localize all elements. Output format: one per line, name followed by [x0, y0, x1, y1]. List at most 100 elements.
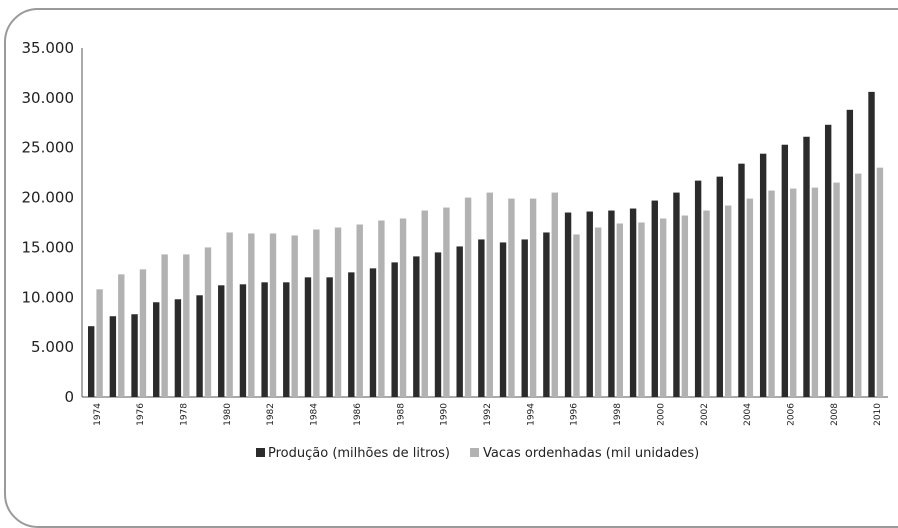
bar-vacas-1982	[269, 233, 277, 397]
x-tick-label: 1992	[483, 403, 493, 426]
bar-vacas-1991	[464, 197, 472, 397]
bar-vacas-1998	[616, 223, 624, 397]
bar-vacas-1976	[139, 269, 147, 397]
y-tick-label: 15.000	[22, 238, 75, 256]
x-tick-label: 1996	[570, 403, 580, 426]
x-tick-label: 2008	[830, 403, 840, 426]
x-tick-label: 1976	[136, 403, 146, 426]
bar-producao-1994	[521, 239, 528, 397]
bar-vacas-1985	[334, 227, 342, 397]
bar-producao-2005	[759, 153, 767, 397]
bar-producao-1982	[261, 282, 268, 397]
bar-producao-1990	[434, 252, 442, 397]
bar-producao-2000	[651, 200, 658, 397]
bar-producao-1984	[304, 277, 312, 397]
bar-vacas-1990	[443, 207, 450, 397]
bar-vacas-2009	[855, 173, 862, 397]
bar-producao-1996	[564, 212, 572, 397]
bar-vacas-2003	[724, 205, 732, 397]
x-tick-label: 1978	[180, 403, 190, 426]
bar-producao-2003	[716, 176, 723, 397]
bar-vacas-1986	[356, 224, 363, 397]
bar-vacas-1992	[486, 192, 493, 397]
bar-vacas-2001	[681, 215, 689, 397]
bar-producao-1977	[153, 302, 160, 397]
bar-vacas-2000	[659, 218, 667, 397]
legend-swatch-vacas	[470, 448, 479, 457]
y-tick-label: 30.000	[22, 89, 75, 107]
bar-vacas-1997	[594, 227, 602, 397]
bar-producao-1988	[391, 262, 398, 397]
y-tick-label: 20.000	[22, 189, 75, 207]
bar-producao-2009	[846, 109, 854, 397]
x-tick-label: 1990	[440, 403, 450, 426]
bar-producao-1991	[456, 246, 463, 397]
bar-producao-1985	[326, 277, 333, 397]
bars-group	[88, 91, 884, 398]
bar-vacas-1987	[378, 220, 385, 397]
x-tick-label: 2002	[700, 403, 710, 426]
legend-label-producao: Produção (milhões de litros)	[268, 446, 450, 461]
bar-producao-2007	[803, 136, 810, 397]
bar-vacas-2008	[833, 182, 840, 397]
x-tick-label: 2000	[656, 403, 666, 426]
bar-producao-1995	[543, 232, 550, 397]
bar-producao-2001	[673, 192, 680, 397]
bar-producao-1974	[88, 326, 95, 397]
bar-vacas-1978	[183, 254, 190, 397]
bar-producao-1979	[196, 295, 203, 397]
bar-producao-1989	[413, 256, 420, 397]
bar-vacas-1993	[508, 198, 515, 397]
bar-vacas-1975	[118, 274, 125, 397]
y-ticks-group: 0 5.000 10.000 15.000 20.000 25.000 30.000 35.0…	[22, 39, 75, 406]
bar-producao-1993	[499, 242, 507, 397]
bar-vacas-2010	[876, 167, 884, 397]
legend-swatch-producao	[256, 448, 265, 457]
y-tick-label: 5.000	[31, 338, 74, 356]
bar-vacas-1999	[638, 222, 645, 397]
bar-vacas-1977	[161, 254, 168, 397]
x-tick-label: 2006	[787, 403, 797, 426]
bar-producao-2008	[824, 124, 832, 397]
bar-vacas-1988	[399, 218, 407, 397]
bar-vacas-1995	[551, 192, 558, 397]
y-tick-label: 10.000	[22, 288, 75, 306]
chart: 0 5.000 10.000 15.000 20.000 25.000 30.000 35.0…	[22, 39, 888, 461]
bar-producao-1976	[131, 314, 138, 397]
bar-vacas-1979	[204, 247, 212, 397]
x-tick-label: 2010	[873, 403, 883, 426]
x-tick-label: 1986	[353, 403, 363, 426]
y-tick-label: 0	[64, 388, 74, 406]
bar-producao-1983	[283, 282, 290, 397]
bar-producao-1987	[369, 268, 377, 397]
legend: Produção (milhões de litros) Vacas orden…	[256, 446, 699, 461]
bar-producao-2004	[738, 163, 745, 397]
y-tick-label: 35.000	[22, 39, 75, 57]
bar-producao-1978	[174, 299, 182, 397]
x-tick-label: 1982	[266, 403, 276, 426]
x-tick-label: 1994	[526, 403, 536, 426]
bar-producao-1997	[586, 211, 593, 397]
x-ticks-group: 1974 1976 1978 1980 1982 1984 1986 1988 1990 1992…	[93, 403, 883, 426]
legend-label-vacas: Vacas ordenhadas (mil unidades)	[483, 446, 699, 461]
bar-producao-1992	[478, 239, 485, 397]
x-tick-label: 1980	[223, 403, 233, 426]
bar-producao-1998	[608, 210, 615, 397]
bar-vacas-1996	[573, 234, 580, 397]
bar-producao-1981	[239, 284, 247, 397]
bar-vacas-1980	[226, 232, 233, 397]
bar-producao-1986	[348, 272, 355, 397]
bar-vacas-2007	[811, 187, 819, 397]
bar-vacas-1974	[96, 289, 103, 397]
y-tick-label: 25.000	[22, 139, 75, 157]
x-tick-label: 2004	[743, 403, 753, 426]
bar-vacas-2006	[790, 188, 797, 397]
x-tick-label: 1974	[93, 403, 103, 426]
x-tick-label: 1998	[613, 403, 623, 426]
bar-vacas-1989	[421, 210, 428, 397]
bar-producao-2002	[694, 180, 702, 397]
bar-producao-1999	[629, 208, 637, 397]
x-tick-label: 1984	[310, 403, 320, 426]
bar-producao-1980	[218, 285, 225, 397]
bar-producao-2006	[781, 144, 789, 397]
